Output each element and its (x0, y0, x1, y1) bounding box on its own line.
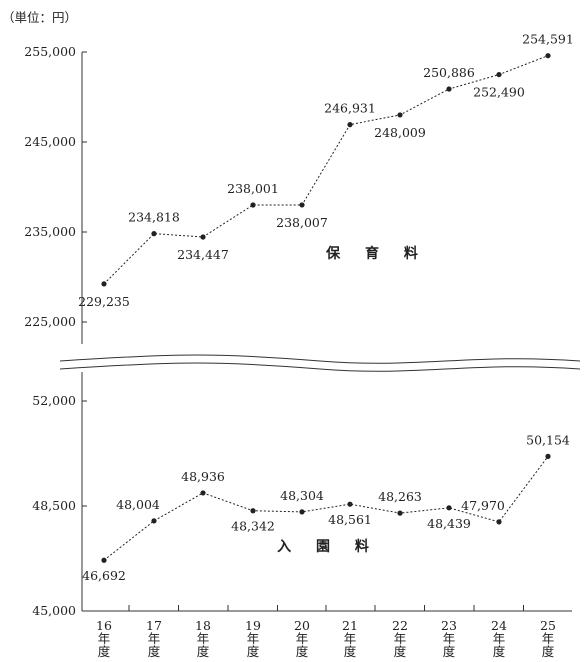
category-label: 度 (542, 644, 555, 659)
data-point (496, 71, 502, 78)
data-point (397, 510, 403, 516)
top-chart: 225,000 235,000 245,000 255,000 229,235 234,8… (24, 32, 574, 329)
data-label: 48,263 (378, 489, 422, 504)
data-label: 48,561 (328, 512, 372, 527)
data-label: 234,447 (177, 247, 229, 262)
data-label: 250,886 (423, 65, 475, 80)
data-label: 234,818 (128, 210, 180, 225)
data-label: 46,692 (82, 568, 126, 583)
category-label: 度 (197, 644, 210, 659)
data-point (200, 234, 206, 240)
category-label: 年 (394, 631, 407, 646)
category-label: 17 (146, 618, 162, 633)
data-point (347, 122, 353, 128)
category-label: 度 (148, 644, 161, 659)
bottom-chart: 45,000 48,500 52,000 46,692 48,004 48,936 48,3… (32, 393, 570, 618)
axes (81, 52, 572, 612)
y-tick-label: 255,000 (24, 44, 76, 59)
category-label: 年 (197, 631, 210, 646)
category-label: 年 (296, 631, 309, 646)
data-label: 254,591 (522, 32, 574, 47)
category-label: 度 (296, 644, 309, 659)
category-label: 年 (98, 631, 111, 646)
break-line-lower (59, 362, 581, 372)
category-label: 18 (195, 618, 211, 633)
y-tick-label: 52,000 (32, 393, 76, 408)
break-line-upper (59, 354, 581, 364)
category-label: 度 (493, 644, 506, 659)
data-label: 238,007 (276, 215, 328, 230)
category-label: 25 (540, 618, 556, 633)
data-point (496, 519, 502, 525)
series-line (103, 456, 549, 561)
data-label: 47,970 (461, 498, 505, 513)
category-label: 16 (96, 618, 112, 633)
y-tick-label: 48,500 (32, 498, 76, 513)
data-point (101, 281, 107, 287)
data-label: 229,235 (78, 294, 130, 309)
data-point (299, 509, 305, 515)
category-label: 20 (294, 618, 310, 633)
series-name: 入 園 料 (277, 538, 379, 555)
data-label: 48,439 (427, 516, 471, 531)
y-tick-label: 235,000 (24, 224, 76, 239)
category-label: 23 (441, 618, 457, 633)
data-point (151, 231, 157, 237)
category-label: 年 (493, 631, 506, 646)
data-point (250, 202, 256, 208)
data-point (250, 508, 256, 514)
data-label: 50,154 (526, 432, 570, 447)
data-label: 238,001 (227, 181, 279, 196)
data-label: 252,490 (473, 85, 525, 100)
category-label: 年 (344, 631, 357, 646)
y-tick-label: 225,000 (24, 314, 76, 329)
category-label: 度 (344, 644, 357, 659)
category-label: 度 (394, 644, 407, 659)
category-label: 22 (392, 618, 408, 633)
y-tick-label: 245,000 (24, 134, 76, 149)
data-point (446, 86, 452, 92)
data-point (101, 557, 107, 563)
data-label: 48,936 (181, 469, 225, 484)
category-label: 19 (245, 618, 261, 633)
category-label: 年 (148, 631, 161, 646)
unit-label: （単位：円） (2, 10, 77, 25)
y-tick-label: 45,000 (32, 603, 76, 618)
data-point (299, 202, 305, 208)
category-label: 24 (491, 618, 507, 633)
data-label: 48,304 (280, 488, 324, 503)
data-label: 48,342 (231, 519, 275, 534)
category-label: 度 (247, 644, 260, 659)
axis-break-mark (59, 352, 582, 372)
data-point (446, 505, 452, 511)
category-label: 度 (98, 644, 111, 659)
category-label: 度 (443, 644, 456, 659)
data-label: 48,004 (116, 497, 160, 512)
data-point (200, 490, 206, 496)
data-label: 248,009 (374, 125, 426, 140)
data-point (545, 53, 551, 59)
data-point (545, 453, 551, 459)
data-point (151, 518, 157, 524)
data-point (347, 501, 353, 507)
data-point (397, 112, 403, 118)
category-label: 21 (342, 618, 358, 633)
category-label: 年 (542, 631, 555, 646)
data-label: 246,931 (324, 101, 376, 116)
series-name: 保 育 料 (325, 245, 428, 262)
category-label: 年 (443, 631, 456, 646)
category-label: 年 (247, 631, 260, 646)
